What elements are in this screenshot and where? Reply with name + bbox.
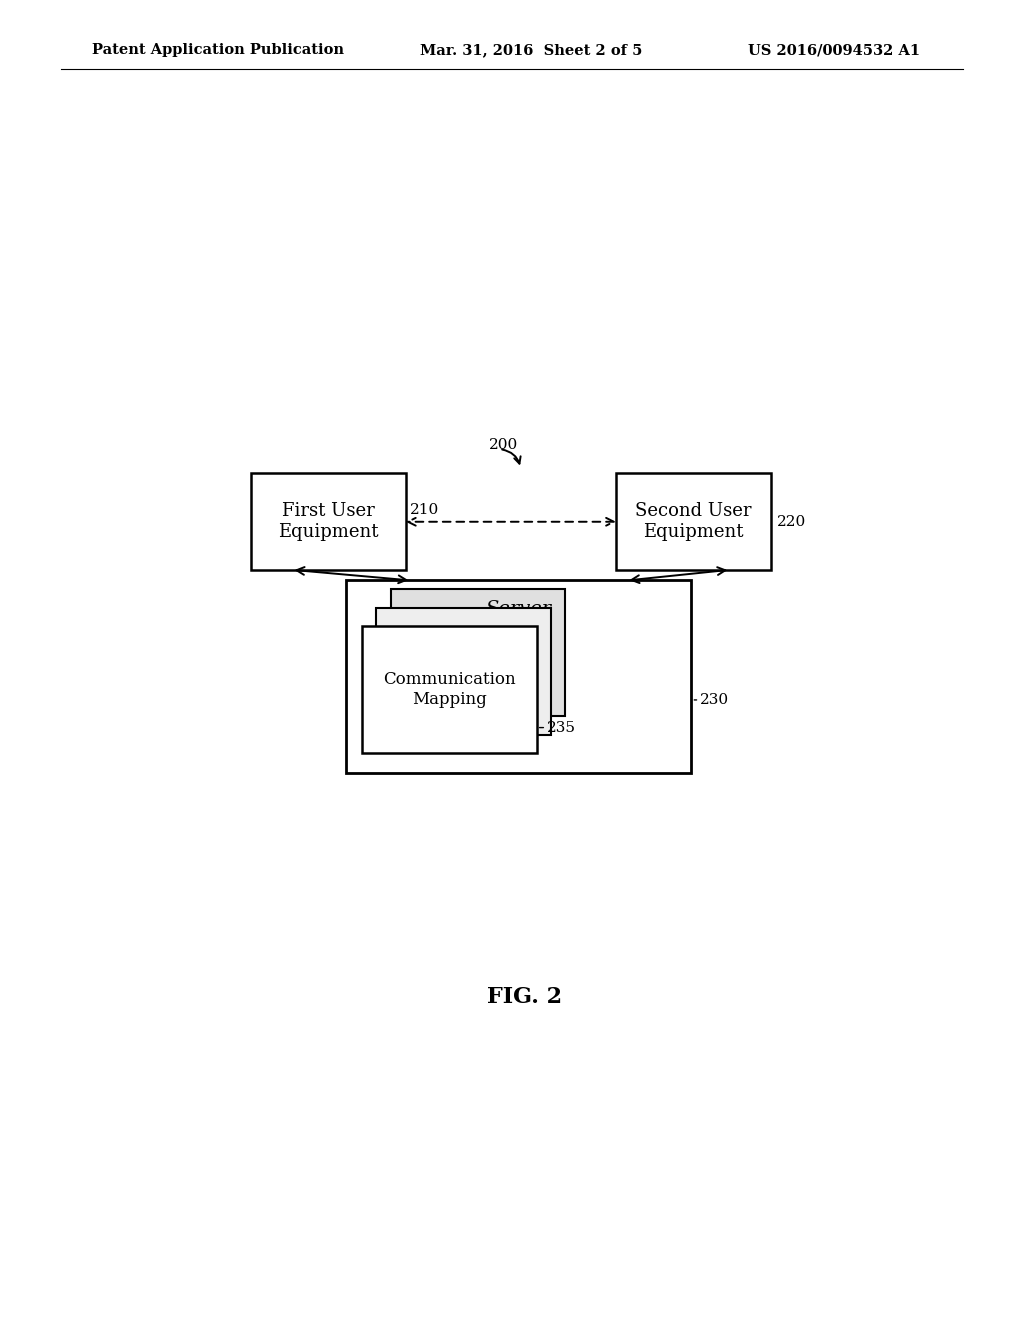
Bar (346, 581, 691, 774)
Text: Mar. 31, 2016  Sheet 2 of 5: Mar. 31, 2016 Sheet 2 of 5 (420, 44, 642, 57)
Bar (377, 607, 551, 735)
Text: Communication
Mapping: Communication Mapping (383, 671, 516, 708)
Bar (362, 626, 537, 752)
Text: Second User
Equipment: Second User Equipment (635, 503, 752, 541)
Text: Patent Application Publication: Patent Application Publication (92, 44, 344, 57)
Text: FIG. 2: FIG. 2 (487, 986, 562, 1008)
Text: 230: 230 (700, 693, 729, 708)
Bar (616, 474, 771, 570)
Bar (251, 474, 406, 570)
Text: 220: 220 (777, 515, 807, 529)
Text: 200: 200 (489, 438, 518, 451)
Text: US 2016/0094532 A1: US 2016/0094532 A1 (748, 44, 920, 57)
Text: 210: 210 (410, 503, 439, 516)
Text: First User
Equipment: First User Equipment (279, 503, 379, 541)
Bar (391, 589, 565, 717)
Text: Server: Server (485, 599, 552, 618)
Text: 235: 235 (547, 721, 577, 735)
